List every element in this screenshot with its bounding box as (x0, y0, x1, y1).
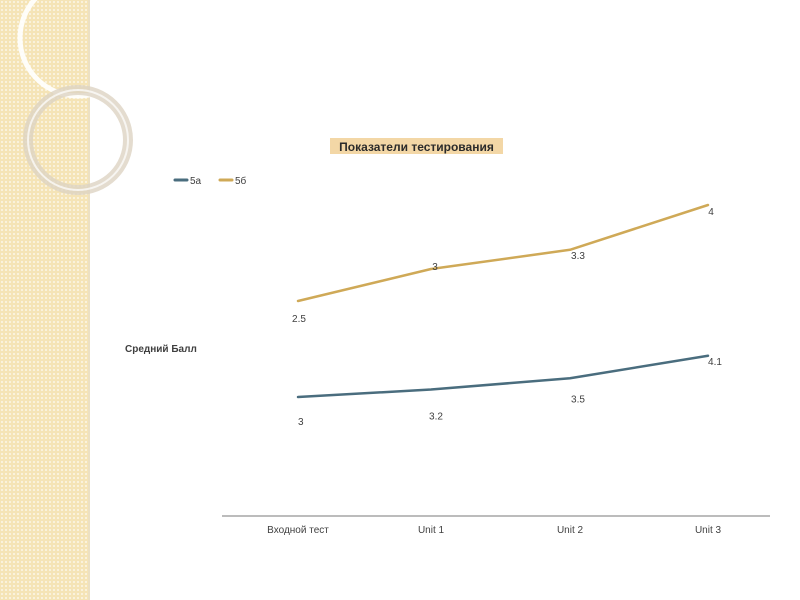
data-label: 3.2 (429, 412, 443, 423)
data-label: 2.5 (292, 314, 306, 325)
chart-title: Показатели тестирования (339, 140, 494, 154)
chart-title-highlight (330, 138, 503, 154)
y-axis-label: Средний Балл (125, 344, 197, 355)
data-label: 3.5 (571, 394, 585, 405)
series-line (296, 203, 710, 303)
legend-label: 5а (190, 176, 202, 187)
series-2: 2.5 3 3.3 4 (292, 203, 714, 325)
data-label: 3.3 (571, 251, 585, 262)
data-label: 4 (708, 207, 714, 218)
x-axis-ticks: Входной тест Unit 1 Unit 2 Unit 3 (267, 525, 721, 536)
legend: 5а 5б (173, 175, 247, 187)
series-1: 3 3.2 3.5 4.1 (296, 354, 722, 428)
x-tick-label: Unit 2 (557, 525, 584, 536)
x-tick-label: Входной тест (267, 525, 329, 536)
legend-label: 5б (235, 175, 247, 187)
data-label: 4.1 (708, 357, 722, 368)
legend-item: 5б (218, 175, 247, 187)
x-tick-label: Unit 1 (418, 525, 445, 536)
series-line (296, 354, 710, 399)
legend-item: 5а (173, 176, 202, 187)
x-tick-label: Unit 3 (695, 525, 722, 536)
series-group: 3 3.2 3.5 4.1 2.5 3 3.3 4 (292, 203, 722, 428)
data-label: 3 (298, 417, 304, 428)
data-label: 3 (432, 262, 438, 273)
